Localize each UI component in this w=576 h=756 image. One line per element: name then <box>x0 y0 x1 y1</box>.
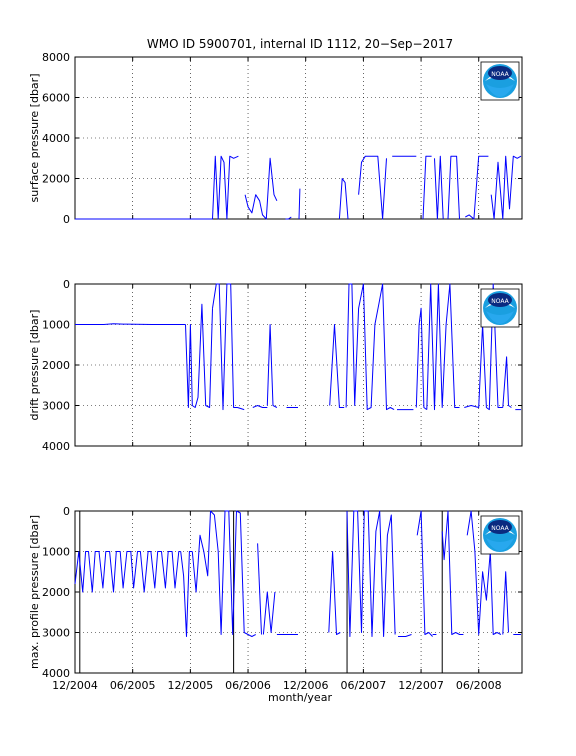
y-tick-label: 4000 <box>42 132 70 145</box>
series-line-12 <box>426 283 460 411</box>
series-line-6 <box>338 178 349 220</box>
y-tick-label: 3000 <box>42 627 70 640</box>
x-tick-label: 06/2006 <box>225 679 271 692</box>
series-line-1 <box>75 323 186 325</box>
y-axis-label: surface pressure [dbar] <box>28 74 41 203</box>
noaa-logo-text: NOAA <box>491 71 509 78</box>
x-tick-label: 06/2005 <box>110 679 156 692</box>
x-tick-label: 12/2005 <box>168 679 214 692</box>
series-line-13 <box>441 510 464 635</box>
series-line-9 <box>422 155 432 220</box>
y-tick-label: 2000 <box>42 586 70 599</box>
chart-panel-3: 12/2004 06/2005 12/2005 06/2006 12/2006 06/20… <box>28 505 523 692</box>
figure-title: WMO ID 5900701, internal ID 1112, 20−Sep… <box>147 37 453 51</box>
series-line-11 <box>447 155 460 220</box>
series-line-5 <box>257 543 262 635</box>
y-axis-label: drift pressure [dbar] <box>28 310 41 421</box>
x-tick-label: 06/2007 <box>341 679 387 692</box>
y-tick-label: 4000 <box>42 440 70 453</box>
series-line-4 <box>285 216 292 220</box>
y-tick-label: 1000 <box>42 319 70 332</box>
series-line-2 <box>212 155 239 220</box>
series-line-10 <box>434 155 444 220</box>
y-tick-label: 1000 <box>42 546 70 559</box>
series-line-3 <box>212 283 238 411</box>
plot-frame <box>74 56 523 220</box>
series-line-8 <box>328 551 341 635</box>
series-line-6 <box>266 324 278 408</box>
y-axis-label: max. profile pressure [dbar] <box>28 515 41 669</box>
series-line-7 <box>358 155 387 220</box>
x-tick-label: 12/2007 <box>398 679 444 692</box>
y-tick-label: 0 <box>63 278 70 291</box>
y-tick-label: 4000 <box>42 667 70 680</box>
noaa-logo-text: NOAA <box>491 298 509 305</box>
series-line-11 <box>415 307 428 411</box>
series-line-11 <box>416 510 433 637</box>
series-line-14 <box>502 356 512 408</box>
y-tick-label: 0 <box>63 213 70 226</box>
plot-frame <box>74 510 523 674</box>
noaa-logo: NOAA <box>480 61 520 101</box>
x-tick-label: 12/2004 <box>52 679 98 692</box>
series-line-9 <box>346 510 396 637</box>
noaa-logo: NOAA <box>480 288 520 328</box>
y-tick-label: 6000 <box>42 92 70 105</box>
series-line-2 <box>185 303 213 408</box>
series-line-1 <box>74 551 181 593</box>
x-tick-label: 06/2008 <box>456 679 502 692</box>
series-line-13 <box>464 283 503 411</box>
series-line-13 <box>490 155 522 220</box>
series-line-14 <box>466 510 502 635</box>
noaa-logo-text: NOAA <box>491 525 509 532</box>
series-line-5 <box>252 405 268 408</box>
series-line-12 <box>465 155 489 220</box>
series-line-4 <box>217 510 256 637</box>
y-tick-label: 3000 <box>42 400 70 413</box>
series-line-10 <box>398 634 412 637</box>
series-line-2 <box>180 551 193 637</box>
y-tick-label: 2000 <box>42 359 70 372</box>
series-line-3 <box>191 510 219 593</box>
y-tick-label: 2000 <box>42 173 70 186</box>
series-line-8 <box>329 324 345 408</box>
chart-panel-2: 0 1000 2000 3000 4000 drift pressure [dbar] NO… <box>28 278 523 453</box>
x-axis-label: month/year <box>268 691 332 704</box>
series-line-3 <box>244 157 278 220</box>
series-line-4 <box>237 407 245 411</box>
series-line-15 <box>502 571 509 635</box>
series-line-5 <box>298 188 301 220</box>
noaa-logo: NOAA <box>480 515 520 555</box>
series-line-9 <box>345 283 395 411</box>
y-tick-label: 0 <box>63 505 70 518</box>
plot-frame <box>74 283 523 447</box>
x-tick-label: 12/2006 <box>283 679 329 692</box>
y-tick-label: 8000 <box>42 51 70 64</box>
series-line-6 <box>262 591 276 635</box>
